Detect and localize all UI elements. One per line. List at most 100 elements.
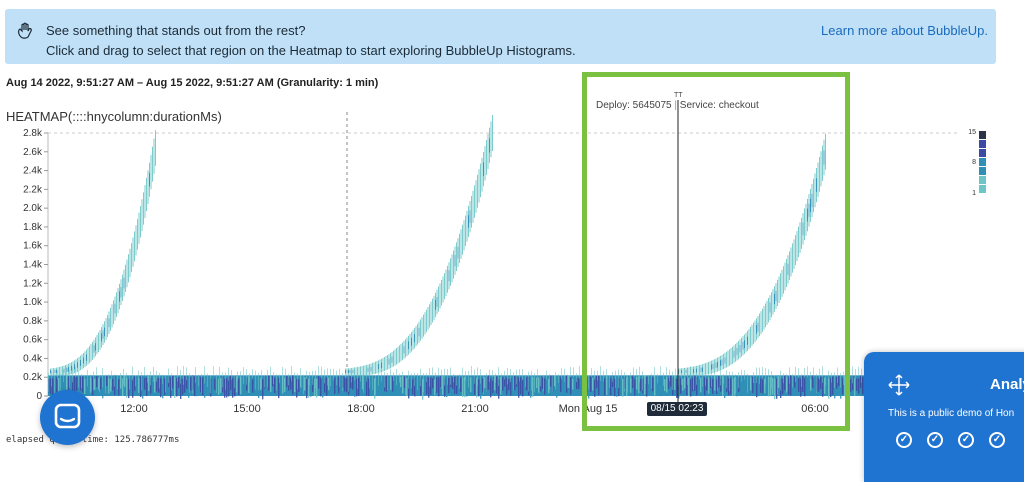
heatmap-cell xyxy=(825,375,826,387)
heatmap-cell xyxy=(740,378,742,392)
heatmap-cell xyxy=(346,377,348,393)
heatmap-cell xyxy=(742,341,744,350)
heatmap-cell xyxy=(777,279,778,307)
heatmap-cell xyxy=(220,378,222,393)
heatmap-cell xyxy=(771,292,772,318)
heatmap-cell xyxy=(95,343,96,351)
heatmap-cell xyxy=(806,375,808,394)
heatmap-cell xyxy=(448,378,450,394)
heatmap-cell xyxy=(777,375,778,395)
heatmap-cell xyxy=(542,377,544,389)
heatmap-cell xyxy=(597,370,598,381)
heatmap-cell xyxy=(415,326,417,347)
heatmap-cell xyxy=(141,372,142,391)
heatmap-chart[interactable]: 0 0.2k 0.4k 0.6k 0.8k 1.0k 1.2k 1.4k 1.6k 1.8k 2.0… xyxy=(0,0,1024,463)
heatmap-cell xyxy=(172,375,174,389)
heatmap-cell xyxy=(748,375,750,393)
heatmap-cell xyxy=(484,376,486,389)
heatmap-cell xyxy=(122,378,124,396)
heatmap-cell xyxy=(162,374,163,385)
heatmap-cell xyxy=(861,368,862,383)
heatmap-cell xyxy=(450,367,451,385)
heatmap-cell xyxy=(838,375,840,387)
step-check-icon[interactable]: ✓ xyxy=(989,432,1005,448)
heatmap-cell xyxy=(558,374,559,383)
heatmap-cell xyxy=(351,367,352,376)
heatmap-cell xyxy=(369,374,370,389)
heatmap-cell xyxy=(116,375,118,396)
heatmap-cell xyxy=(620,377,622,396)
heatmap-cell xyxy=(463,220,465,251)
heatmap-cell xyxy=(90,344,92,362)
heatmap-cell xyxy=(374,378,376,399)
heatmap-cell xyxy=(858,378,860,394)
heatmap-cell xyxy=(59,366,60,376)
step-check-icon[interactable]: ✓ xyxy=(958,432,974,448)
heatmap-cell xyxy=(632,375,634,389)
heatmap-cell xyxy=(404,376,406,389)
heatmap-cell xyxy=(832,376,834,395)
heatmap-cell xyxy=(795,366,796,382)
heatmap-cell xyxy=(687,367,688,376)
heatmap-cell xyxy=(72,377,74,394)
heatmap-cell xyxy=(720,360,721,367)
heatmap-cell xyxy=(735,374,736,394)
heatmap-cell xyxy=(226,378,228,398)
heatmap-cell xyxy=(327,368,328,386)
heatmap-cell xyxy=(768,369,769,380)
heatmap-cell xyxy=(222,372,223,388)
heatmap-cell xyxy=(844,375,846,397)
bubbleup-banner: See something that stands out from the r… xyxy=(5,9,996,64)
heatmap-cell xyxy=(189,373,190,393)
heatmap-cell xyxy=(468,215,469,228)
chat-launcher-button[interactable] xyxy=(40,390,95,445)
heatmap-cell xyxy=(279,374,280,384)
learn-more-link[interactable]: Learn more about BubbleUp. xyxy=(821,23,988,38)
heatmap-cell xyxy=(790,375,792,396)
heatmap-cell xyxy=(498,379,500,399)
hover-timestamp-badge: 08/15 02:23 xyxy=(647,402,707,416)
heatmap-cell xyxy=(384,357,385,371)
heatmap-cell xyxy=(756,324,757,334)
step-check-icon[interactable]: ✓ xyxy=(896,432,912,448)
heatmap-cell xyxy=(338,376,340,394)
heatmap-cell xyxy=(54,374,55,394)
heatmap-cell xyxy=(87,347,89,365)
heatmap-cell xyxy=(590,376,592,392)
heatmap-cell xyxy=(706,378,708,391)
heatmap-cell xyxy=(126,259,128,288)
heatmap-cell xyxy=(274,377,276,394)
heatmap-cell xyxy=(296,378,298,398)
heatmap-cell xyxy=(96,375,98,388)
tour-panel[interactable]: Analy This is a public demo of Hon ✓ ✓ ✓… xyxy=(864,352,1024,482)
heatmap-cell xyxy=(694,375,696,391)
heatmap-cell xyxy=(572,378,574,390)
heatmap-cell xyxy=(436,297,438,307)
heatmap-cell xyxy=(138,378,140,393)
heatmap-cell xyxy=(168,368,169,383)
heatmap-cell xyxy=(850,379,852,392)
tour-panel-title: Analy xyxy=(990,376,1024,393)
heatmap-cell xyxy=(358,377,360,396)
heatmap-cell xyxy=(506,377,508,395)
heatmap-cell xyxy=(152,146,153,182)
heatmap-cell xyxy=(614,379,616,397)
heatmap-cell xyxy=(63,370,64,383)
heatmap-cell xyxy=(555,372,556,390)
heatmap-cell xyxy=(487,133,489,170)
step-check-icon[interactable]: ✓ xyxy=(927,432,943,448)
heatmap-cell xyxy=(700,377,702,393)
heatmap-cell xyxy=(840,373,841,388)
heatmap-cell xyxy=(814,375,816,396)
heatmap-cell xyxy=(442,375,444,395)
heatmap-cell xyxy=(766,300,768,325)
heatmap-cell xyxy=(606,368,607,383)
heatmap-cell xyxy=(793,239,795,269)
heatmap-cell xyxy=(150,377,152,394)
heatmap-cell xyxy=(291,365,292,382)
heatmap-cell xyxy=(72,367,73,383)
heatmap-cell xyxy=(465,371,466,381)
heatmap-cell xyxy=(750,326,751,348)
heatmap-cell xyxy=(186,367,187,381)
heatmap-cell xyxy=(435,300,436,310)
